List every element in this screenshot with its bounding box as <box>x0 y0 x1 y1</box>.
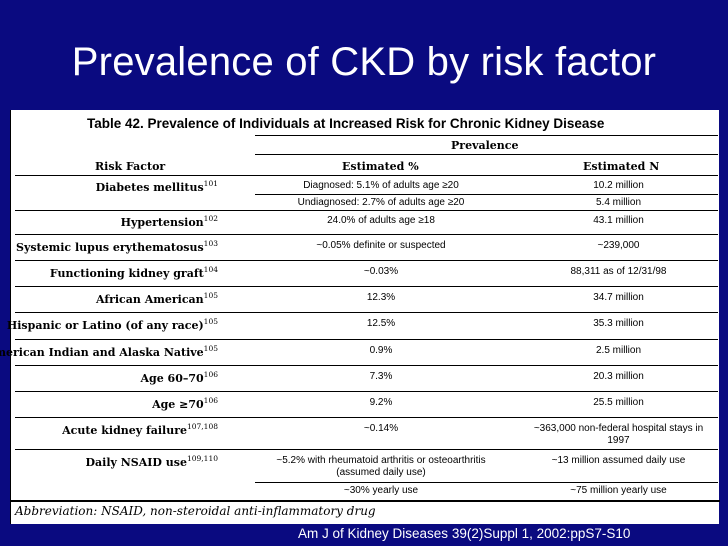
risk-factor-cell: African American105 <box>96 291 218 306</box>
estimated-pct-cell: 7.3% <box>369 371 393 382</box>
estimated-n-cell: 5.4 million <box>595 197 642 208</box>
divider <box>255 194 718 195</box>
estimated-n-cell: 35.3 million <box>593 318 644 329</box>
risk-factor-cell: Age ≥70106 <box>152 396 218 411</box>
estimated-pct-cell: 9.2% <box>369 397 393 408</box>
header-estimated-pct: Estimated % <box>342 160 419 173</box>
estimated-pct-cell: 12.5% <box>366 318 396 329</box>
divider <box>15 449 718 450</box>
estimated-n-cell: ~13 million assumed daily use <box>551 455 686 466</box>
risk-factor-cell: Diabetes mellitus101 <box>95 179 218 194</box>
risk-factor-cell: Systemic lupus erythematosus103 <box>16 239 218 254</box>
estimated-n-cell: 25.5 million <box>593 397 644 408</box>
estimated-pct-cell: ~0.03% <box>363 266 399 277</box>
risk-factor-cell: Acute kidney failure107,108 <box>62 422 218 437</box>
slide-title: Prevalence of CKD by risk factor <box>71 40 657 84</box>
header-estimated-n: Estimated N <box>583 160 660 173</box>
divider <box>255 482 718 483</box>
estimated-pct-cell: Undiagnosed: 2.7% of adults age ≥20 <box>297 197 465 208</box>
prevalence-group-header: Prevalence <box>451 139 519 152</box>
citation: Am J of Kidney Diseases 39(2)Suppl 1, 20… <box>298 526 631 541</box>
abbreviation-note: Abbreviation: NSAID, non-steroidal anti-… <box>15 504 376 518</box>
divider <box>15 260 718 261</box>
estimated-n-cell: ~239,000 <box>597 240 640 251</box>
estimated-n-cell: 10.2 million <box>593 180 644 191</box>
divider <box>15 312 718 313</box>
divider <box>15 339 718 340</box>
divider <box>11 500 720 502</box>
divider <box>255 135 718 136</box>
estimated-pct-cell: ~30% yearly use <box>343 485 419 496</box>
risk-factor-cell: Hispanic or Latino (of any race)105 <box>6 317 218 332</box>
estimated-pct-cell: ~0.05% definite or suspected <box>316 240 446 251</box>
risk-factor-cell: Functioning kidney graft104 <box>49 265 218 280</box>
estimated-pct-cell: Diagnosed: 5.1% of adults age ≥20 <box>303 180 459 191</box>
estimated-n-cell: ~75 million yearly use <box>570 485 667 496</box>
estimated-pct-cell: 24.0% of adults age ≥18 <box>327 215 435 226</box>
divider <box>15 210 718 211</box>
divider <box>15 286 718 287</box>
risk-factor-cell: American Indian and Alaska Native105 <box>0 344 218 359</box>
estimated-n-cell: 88,311 as of 12/31/98 <box>570 266 667 277</box>
risk-factor-cell: Hypertension102 <box>120 214 218 229</box>
divider <box>15 365 718 366</box>
estimated-n-cell: ~363,000 non-federal hospital stays in <box>533 423 704 434</box>
divider <box>15 391 718 392</box>
estimated-n-cell: 43.1 million <box>593 215 644 226</box>
header-risk-factor: Risk Factor <box>95 160 166 173</box>
estimated-n-cell: 20.3 million <box>593 371 644 382</box>
estimated-n-cell: 1997 <box>607 435 630 446</box>
risk-factor-cell: Age 60–70106 <box>140 370 219 385</box>
estimated-n-cell: 2.5 million <box>595 345 642 356</box>
estimated-pct-cell: (assumed daily use) <box>336 467 426 478</box>
divider <box>15 175 718 176</box>
estimated-pct-cell: 0.9% <box>369 345 393 356</box>
estimated-pct-cell: ~0.14% <box>363 423 399 434</box>
table-panel: Table 42. Prevalence of Individuals at I… <box>0 110 720 524</box>
estimated-pct-cell: 12.3% <box>366 292 396 303</box>
estimated-pct-cell: ~5.2% with rheumatoid arthritis or osteo… <box>276 455 486 466</box>
divider <box>15 417 718 418</box>
divider <box>15 234 718 235</box>
divider <box>255 154 718 155</box>
estimated-n-cell: 34.7 million <box>593 292 644 303</box>
table-caption: Table 42. Prevalence of Individuals at I… <box>87 116 605 131</box>
risk-factor-cell: Daily NSAID use109,110 <box>85 454 219 469</box>
